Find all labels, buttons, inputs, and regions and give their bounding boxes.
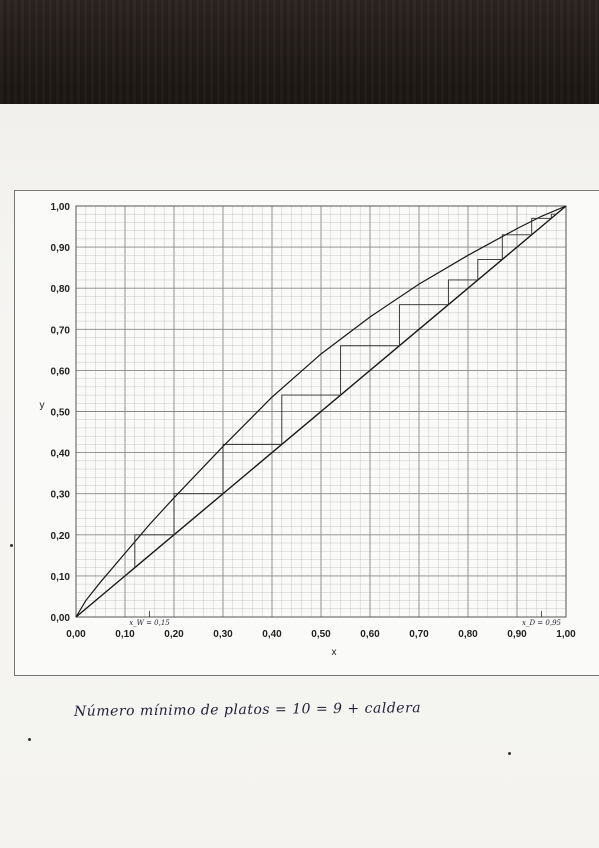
- x-tick-label: 0,30: [213, 629, 233, 640]
- grid-layer: [75, 205, 567, 618]
- y-tick-label: 0,40: [51, 449, 71, 460]
- desk-background: [0, 0, 599, 110]
- y-tick-label: 0,70: [51, 325, 71, 336]
- pen-mark: [508, 752, 511, 755]
- x-tick-label: 0,40: [262, 629, 282, 640]
- plot-border: [75, 205, 567, 618]
- y-tick-label: 0,00: [51, 613, 71, 624]
- y-tick-label: 1,00: [51, 202, 71, 213]
- ticks-layer: 0,00 0,10 0,20 0,30 0,40 0,50 0,60 0,70 0,80 0,90…: [51, 202, 577, 640]
- x-tick-label: 0,70: [409, 629, 429, 640]
- x-tick-label: 0,00: [66, 629, 86, 640]
- y-tick-label: 0,30: [51, 490, 71, 501]
- diagonal-line: [75, 205, 567, 618]
- y-tick-label: 0,20: [51, 531, 71, 542]
- y-axis-label: y: [40, 400, 45, 411]
- y-tick-label: 0,50: [51, 408, 71, 419]
- step-line: [134, 213, 557, 568]
- series-layer: [75, 205, 567, 618]
- x-tick-label: 0,20: [164, 629, 184, 640]
- pen-mark: [28, 738, 31, 741]
- x-tick-label: 1,00: [556, 629, 576, 640]
- chart-frame: [14, 190, 599, 676]
- annotation-layer: x_W = 0,15 x_D = 0,95: [129, 611, 562, 627]
- pen-mark: [10, 544, 13, 547]
- x-axis-label: x: [332, 647, 337, 658]
- composition-annotation: x_D = 0,95: [522, 619, 562, 627]
- x-tick-label: 0,80: [458, 629, 478, 640]
- y-tick-label: 0,10: [51, 572, 71, 583]
- y-tick-label: 0,80: [51, 284, 71, 295]
- composition-annotation: x_W = 0,15: [129, 619, 170, 627]
- x-tick-label: 0,50: [311, 629, 331, 640]
- y-tick-label: 0,90: [51, 243, 71, 254]
- x-tick-label: 0,90: [507, 629, 527, 640]
- x-tick-label: 0,60: [360, 629, 380, 640]
- y-tick-label: 0,60: [51, 366, 71, 377]
- x-tick-label: 0,10: [115, 629, 135, 640]
- equilibrium-curve: [75, 205, 567, 618]
- desk-grain: [0, 0, 599, 110]
